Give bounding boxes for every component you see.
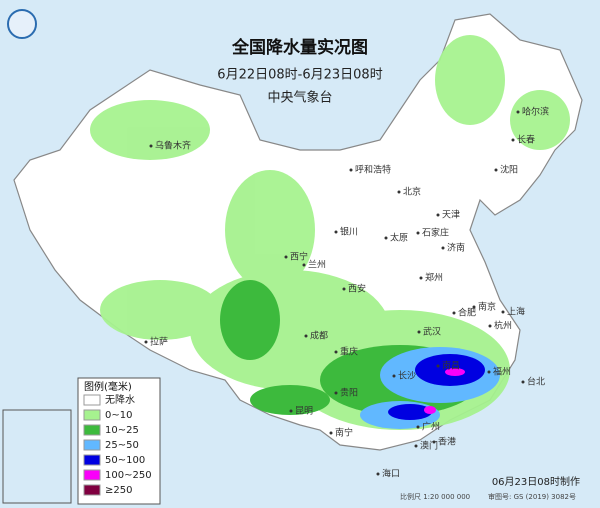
- made-time: 06月23日08时制作: [492, 475, 580, 488]
- city-dot: [144, 340, 148, 344]
- city-label: 西宁: [290, 251, 308, 263]
- city-dot: [149, 144, 153, 148]
- city-dot: [417, 330, 421, 334]
- city-dot: [289, 409, 293, 413]
- scale: 比例尺 1:20 000 000: [400, 492, 470, 501]
- city-dot: [329, 431, 333, 435]
- city-dot: [487, 370, 491, 374]
- city-dot: [392, 374, 396, 378]
- legend-items: 无降水 0~10 10~25 25~50 50~100 100~250 ≥250: [83, 393, 152, 496]
- city-dot: [501, 310, 505, 314]
- city-dot: [432, 440, 436, 444]
- city-dot: [472, 305, 476, 309]
- legend-swatch: [83, 409, 101, 421]
- legend-label: 0~10: [105, 410, 132, 421]
- city-dot: [342, 287, 346, 291]
- city-label: 福州: [493, 366, 511, 378]
- city-label: 广州: [422, 421, 440, 433]
- city-label: 济南: [447, 242, 465, 254]
- city-label: 贵阳: [340, 387, 358, 399]
- legend-swatch: [83, 394, 101, 406]
- city-dot: [521, 380, 525, 384]
- city-label: 合肥: [458, 307, 476, 319]
- city-dot: [452, 311, 456, 315]
- city-label: 呼和浩特: [355, 164, 391, 176]
- city-dot: [414, 444, 418, 448]
- city-dot: [511, 138, 515, 142]
- city-dot: [284, 255, 288, 259]
- city-dot: [494, 168, 498, 172]
- city-label: 长春: [517, 134, 535, 146]
- city-dot: [488, 324, 492, 328]
- city-dot: [349, 168, 353, 172]
- inset-map: [2, 409, 72, 504]
- city-dot: [516, 110, 520, 114]
- legend-label: 无降水: [105, 393, 135, 406]
- city-label: 成都: [310, 330, 328, 342]
- precip-heavy-storm: [424, 368, 465, 414]
- city-label: 郑州: [425, 272, 443, 284]
- city-label: 昆明: [295, 406, 313, 417]
- city-label: 沈阳: [500, 164, 518, 176]
- city-label: 南京: [478, 301, 496, 313]
- city-dot: [436, 364, 440, 368]
- city-label: 乌鲁木齐: [155, 140, 191, 152]
- city-label: 南昌: [442, 360, 460, 372]
- city-dot: [304, 334, 308, 338]
- legend-label: ≥250: [105, 485, 132, 496]
- legend-swatch: [83, 484, 101, 496]
- city-dot: [376, 472, 380, 476]
- city-dot: [397, 190, 401, 194]
- city-dot: [436, 213, 440, 217]
- city-label: 哈尔滨: [522, 106, 549, 118]
- city-dot: [334, 350, 338, 354]
- city-label: 杭州: [494, 320, 512, 332]
- city-label: 武汉: [423, 326, 441, 338]
- agency: 中央气象台: [267, 90, 332, 106]
- city-dot: [334, 230, 338, 234]
- city-dot: [384, 236, 388, 240]
- legend-swatch: [83, 439, 101, 451]
- city-label: 拉萨: [150, 336, 168, 348]
- logo: [7, 9, 37, 39]
- city-label: 长沙: [398, 370, 416, 382]
- city-label: 重庆: [340, 346, 358, 358]
- city-label: 太原: [390, 232, 408, 244]
- legend-label: 50~100: [105, 455, 145, 466]
- legend-swatch: [83, 424, 101, 436]
- city-label: 银川: [340, 226, 358, 238]
- city-dot: [416, 231, 420, 235]
- legend-title: 图例(毫米): [84, 380, 132, 393]
- city-dot: [416, 425, 420, 429]
- city-label: 南宁: [335, 427, 353, 439]
- period: 6月22日08时-6月23日08时: [217, 68, 382, 83]
- legend-swatch: [83, 469, 101, 481]
- city-dot: [441, 246, 445, 250]
- city-label: 石家庄: [422, 227, 449, 239]
- city-dot: [334, 391, 338, 395]
- city-label: 香港: [438, 436, 456, 448]
- title: 全国降水量实况图: [231, 37, 368, 58]
- legend-swatch: [83, 454, 101, 466]
- legend-label: 10~25: [105, 425, 139, 436]
- city-label: 兰州: [308, 259, 326, 271]
- city-label: 台北: [527, 376, 545, 388]
- approval: 审图号: GS (2019) 3082号: [488, 492, 576, 501]
- city-dot: [419, 276, 423, 280]
- city-label: 海口: [382, 468, 400, 480]
- city-label: 上海: [507, 306, 525, 318]
- legend-label: 100~250: [105, 470, 152, 481]
- city-label: 天津: [442, 210, 460, 221]
- city-label: 北京: [403, 186, 421, 198]
- city-dot: [302, 263, 306, 267]
- legend-label: 25~50: [105, 440, 139, 451]
- city-label: 西安: [348, 283, 366, 295]
